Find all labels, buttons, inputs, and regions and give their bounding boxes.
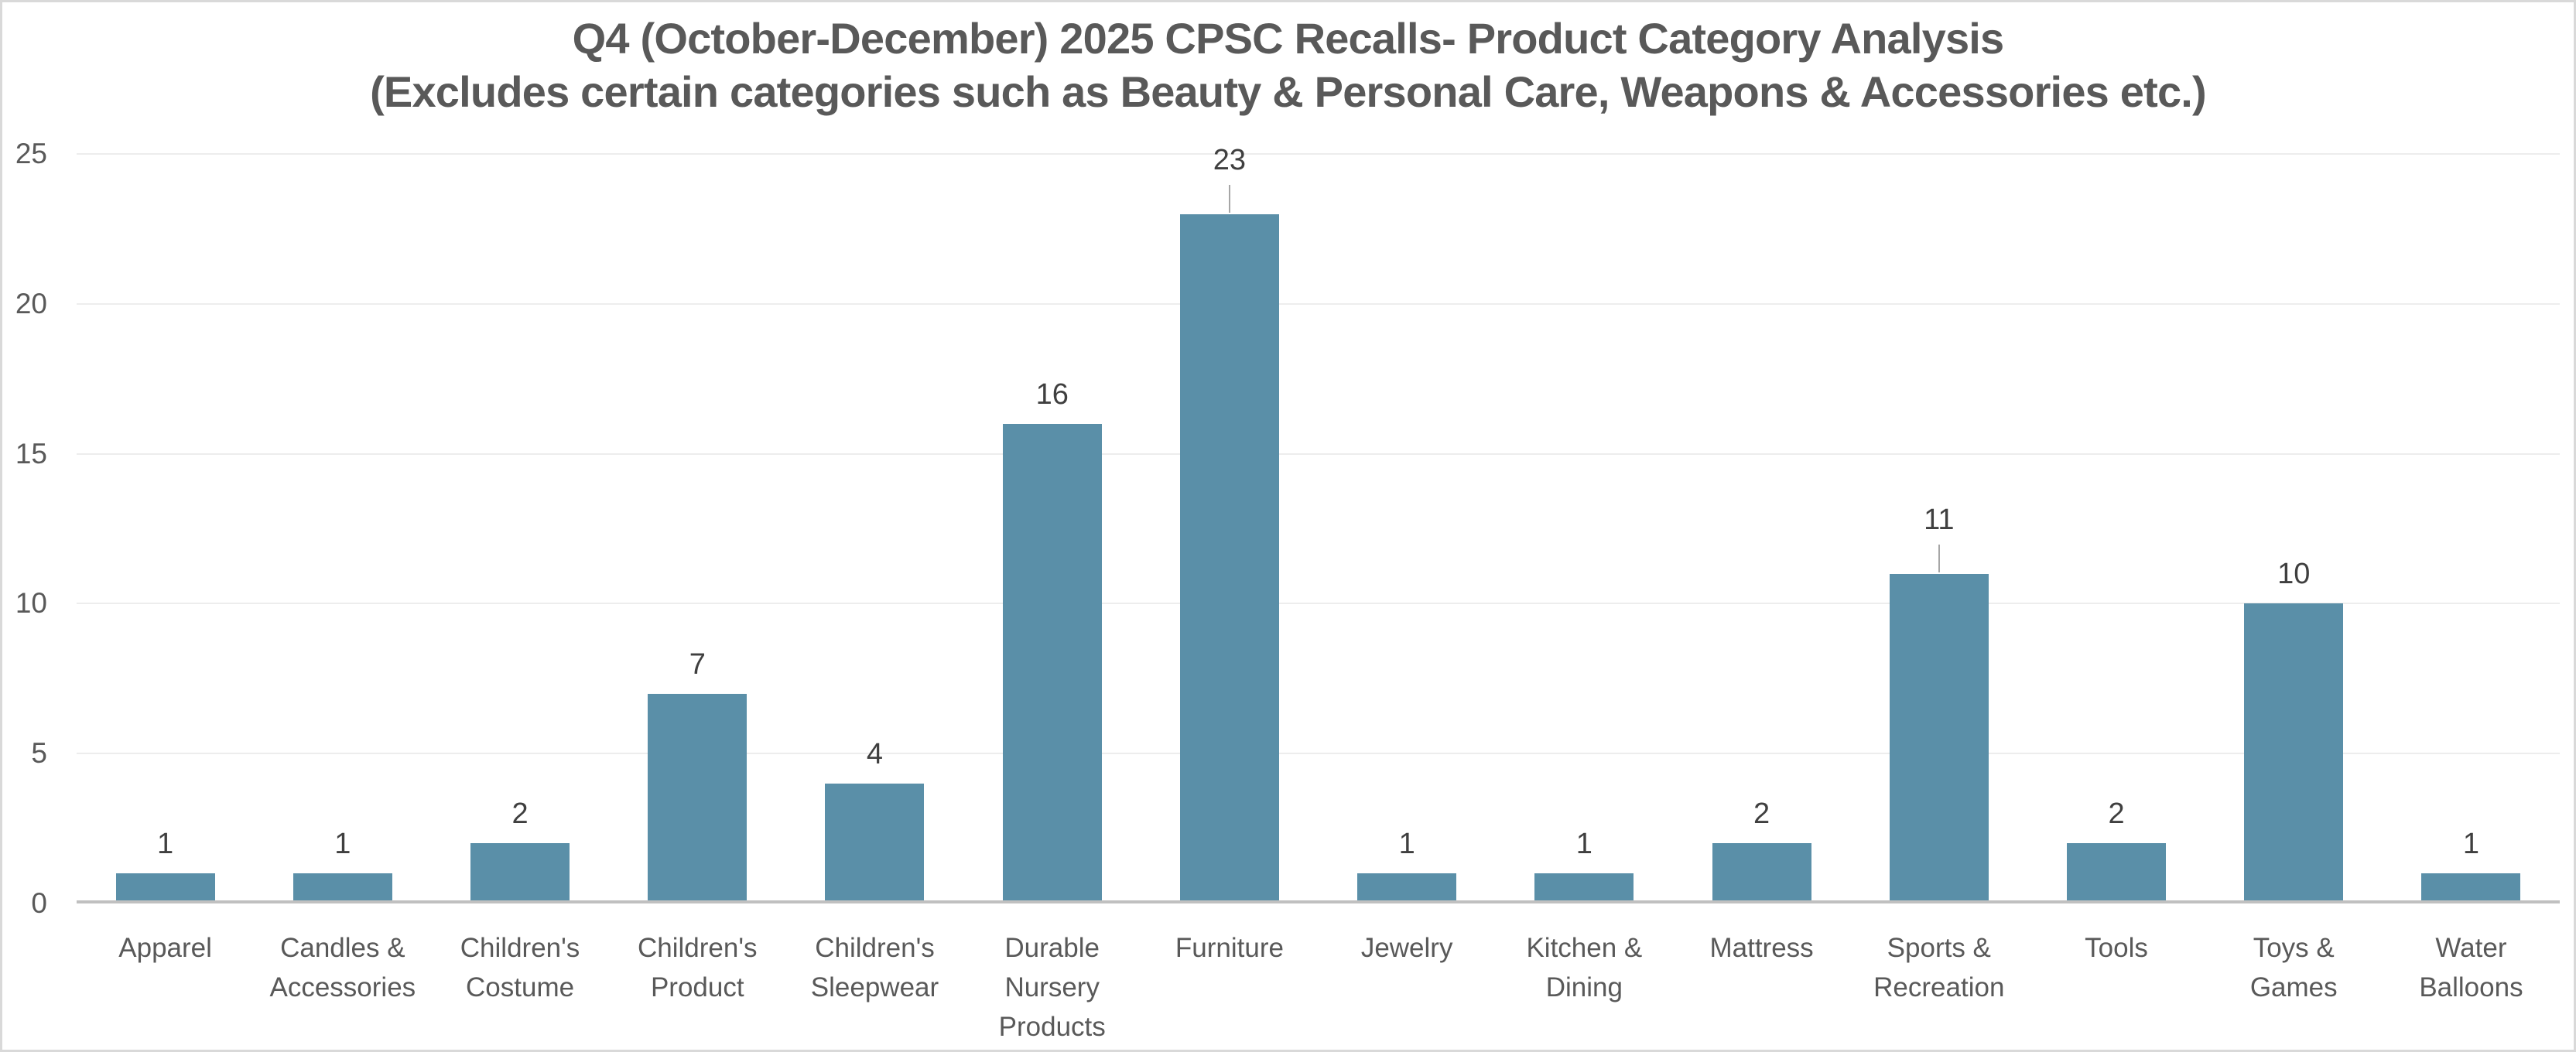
bar-toys-games: [2244, 603, 2344, 903]
data-label-tools: 2: [2108, 798, 2125, 830]
x-axis-line: [77, 900, 2560, 903]
data-label-sports-recreation: 11: [1924, 504, 1955, 536]
data-label-children-s-costume: 2: [511, 798, 529, 830]
data-label-durable-nursery-products: 16: [1035, 378, 1069, 411]
bar-children-s-product: [648, 694, 747, 903]
data-label-candles-accessories: 1: [334, 828, 351, 860]
bar-candles-accessories: [292, 873, 392, 903]
y-axis: 0 5 10 15 20 25: [2, 2, 47, 1050]
x-label-furniture: Furniture: [1175, 933, 1284, 963]
bar-slot-tools: 2: [2027, 154, 2205, 903]
bar-mattress: [1712, 843, 1811, 903]
data-label-mattress: 2: [1753, 798, 1770, 830]
y-tick-20: 20: [15, 287, 47, 319]
leader-line-furniture: [1228, 185, 1230, 213]
bar-durable-nursery-products: [1002, 424, 1102, 903]
y-tick-5: 5: [31, 737, 47, 770]
data-label-children-s-sleepwear: 4: [866, 738, 884, 770]
x-label-apparel: Apparel: [118, 933, 212, 963]
x-label-children-s-costume: Children's Costume: [460, 933, 580, 1002]
bar-slot-children-s-product: 7: [609, 154, 786, 903]
x-label-tools: Tools: [2085, 933, 2148, 963]
bar-apparel: [115, 873, 215, 903]
data-label-jewelry: 1: [1398, 828, 1415, 860]
bars-row: 1 1 2 7 4 16 23 1 1 2 11 2 10 1: [77, 144, 2560, 903]
y-tick-25: 25: [15, 138, 47, 169]
data-label-water-balloons: 1: [2462, 828, 2480, 860]
x-label-sports-recreation: Sports & Recreation: [1873, 933, 2005, 1002]
bar-slot-candles-accessories: 1: [254, 154, 431, 903]
bar-slot-children-s-costume: 2: [431, 154, 608, 903]
data-label-apparel: 1: [157, 828, 174, 860]
bar-jewelry: [1357, 873, 1457, 903]
gridline-10: [77, 603, 2560, 605]
y-tick-10: 10: [15, 587, 47, 620]
leader-line-sports-recreation: [1938, 545, 1940, 572]
bar-slot-apparel: 1: [77, 154, 254, 903]
bar-slot-durable-nursery-products: 16: [963, 154, 1141, 903]
bar-slot-toys-games: 10: [2205, 154, 2383, 903]
data-label-furniture: 23: [1213, 144, 1247, 176]
bar-slot-children-s-sleepwear: 4: [786, 154, 963, 903]
x-label-kitchen-dining: Kitchen & Dining: [1526, 933, 1643, 1002]
gridline-20: [77, 302, 2560, 305]
plot-area: 1 1 2 7 4 16 23 1 1 2 11 2 10 1: [77, 144, 2560, 903]
bar-slot-water-balloons: 1: [2383, 154, 2560, 903]
gridline-5: [77, 753, 2560, 755]
bar-furniture: [1179, 214, 1279, 903]
x-label-water-balloons: Water Balloons: [2419, 933, 2523, 1002]
gridline-15: [77, 453, 2560, 455]
chart-subtitle: (Excludes certain categories such as Bea…: [370, 67, 2207, 116]
bar-slot-jewelry: 1: [1319, 154, 1496, 903]
chart-title: Q4 (October-December) 2025 CPSC Recalls-…: [572, 14, 2005, 63]
bar-children-s-sleepwear: [825, 784, 925, 903]
y-tick-15: 15: [15, 437, 47, 470]
bar-slot-furniture: 23: [1141, 144, 1318, 903]
bar-slot-mattress: 2: [1673, 154, 1850, 903]
gridline-25: [77, 153, 2560, 155]
chart-title-block: Q4 (October-December) 2025 CPSC Recalls-…: [2, 12, 2574, 118]
x-axis-labels: Apparel Candles & Accessories Children's C…: [77, 928, 2560, 1047]
data-label-children-s-product: 7: [689, 648, 706, 681]
bar-slot-sports-recreation: 11: [1850, 154, 2027, 903]
bar-water-balloons: [2421, 873, 2521, 903]
x-label-mattress: Mattress: [1709, 933, 1814, 963]
bar-tools: [2067, 843, 2167, 903]
x-label-toys-games: Toys & Games: [2249, 933, 2338, 1002]
bar-kitchen-dining: [1534, 873, 1634, 903]
bar-slot-kitchen-dining: 1: [1496, 154, 1673, 903]
x-label-candles-accessories: Candles & Accessories: [269, 933, 416, 1002]
x-label-durable-nursery-products: Durable Nursery Products: [998, 933, 1106, 1042]
bar-children-s-costume: [470, 843, 570, 903]
y-tick-0: 0: [31, 887, 47, 919]
x-label-jewelry: Jewelry: [1360, 933, 1453, 963]
data-label-toys-games: 10: [2277, 558, 2311, 590]
data-label-kitchen-dining: 1: [1575, 828, 1592, 860]
x-label-children-s-sleepwear: Children's Sleepwear: [810, 933, 939, 1002]
bar-sports-recreation: [1889, 574, 1989, 903]
x-label-children-s-product: Children's Product: [638, 933, 758, 1002]
